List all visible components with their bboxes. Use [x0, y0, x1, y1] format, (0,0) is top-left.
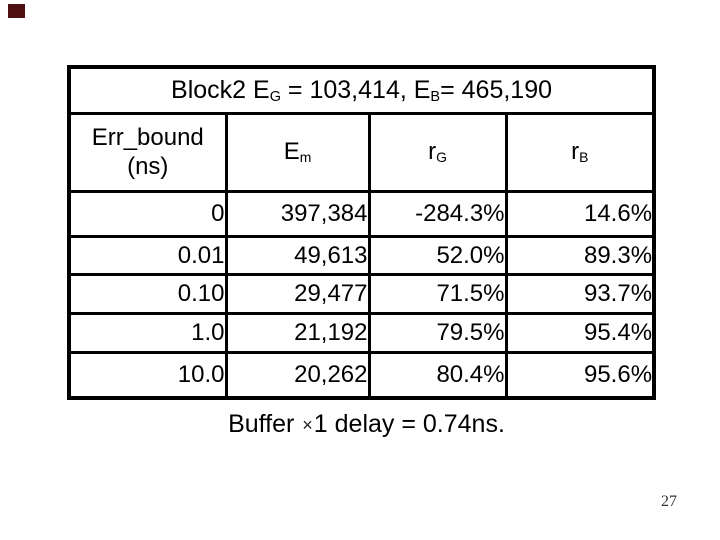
table-row: 1.0 21,192 79.5% 95.4% — [67, 312, 656, 354]
col-header-rb: rB — [504, 112, 656, 193]
title-text-post: = 465,190 — [440, 76, 553, 104]
cell-rb: 95.4% — [504, 312, 656, 354]
cell-rg: 71.5% — [367, 273, 508, 315]
cell-rg: 52.0% — [367, 235, 508, 276]
cell-rb: 89.3% — [504, 235, 656, 276]
corner-logo-mark — [8, 4, 25, 18]
cell-err-bound: 0 — [67, 190, 228, 238]
cell-em: 21,192 — [224, 312, 371, 354]
table-title-row: Block2 EG = 103,414, EB= 465,190 — [67, 65, 656, 115]
col-header-em: Em — [224, 112, 371, 193]
results-table: Block2 EG = 103,414, EB= 465,190 Err_bou… — [67, 65, 657, 400]
caption-text-after: 1 delay = 0.74ns. — [313, 410, 505, 438]
cell-em: 20,262 — [224, 351, 371, 400]
header-em-subscript: m — [299, 149, 312, 166]
cell-em: 29,477 — [224, 273, 371, 315]
cell-em: 397,384 — [224, 190, 371, 238]
cell-rb: 14.6% — [504, 190, 656, 238]
table-row: 10.0 20,262 80.4% 95.6% — [67, 351, 656, 400]
cell-err-bound: 1.0 — [67, 312, 228, 354]
header-rg-subscript: G — [436, 149, 447, 166]
cell-rb: 95.6% — [504, 351, 656, 400]
cell-em: 49,613 — [224, 235, 371, 276]
cell-err-bound: 0.10 — [67, 273, 228, 315]
col-header-err-bound-line2: (ns) — [127, 152, 169, 180]
header-em-base: E — [283, 138, 300, 166]
title-subscript-g: G — [269, 89, 281, 106]
table-header-row: Err_bound (ns) Em rG rB — [67, 112, 656, 193]
col-header-rg: rG — [367, 112, 508, 193]
title-text-pre: Block2 E — [171, 76, 270, 104]
cell-rg: -284.3% — [367, 190, 508, 238]
cell-err-bound: 0.01 — [67, 235, 228, 276]
cell-err-bound: 10.0 — [67, 351, 228, 400]
buffer-delay-caption: Buffer ×1 delay = 0.74ns. — [67, 410, 652, 439]
header-rg-base: r — [428, 138, 437, 166]
title-subscript-b: B — [430, 89, 441, 106]
table-row: 0.01 49,613 52.0% 89.3% — [67, 235, 656, 276]
header-rb-subscript: B — [579, 149, 589, 166]
caption-text-before: Buffer — [228, 410, 302, 438]
cell-rg: 80.4% — [367, 351, 508, 400]
header-rb-base: r — [571, 138, 580, 166]
col-header-err-bound: Err_bound (ns) — [67, 112, 228, 193]
cell-rb: 93.7% — [504, 273, 656, 315]
multiply-sign: × — [302, 415, 313, 435]
col-header-err-bound-line1: Err_bound — [91, 124, 204, 152]
title-text-mid: = 103,414, E — [280, 76, 431, 104]
table-title: Block2 EG = 103,414, EB= 465,190 — [67, 65, 656, 115]
cell-rg: 79.5% — [367, 312, 508, 354]
page-number: 27 — [661, 493, 677, 510]
table-row: 0 397,384 -284.3% 14.6% — [67, 190, 656, 238]
table-row: 0.10 29,477 71.5% 93.7% — [67, 273, 656, 315]
